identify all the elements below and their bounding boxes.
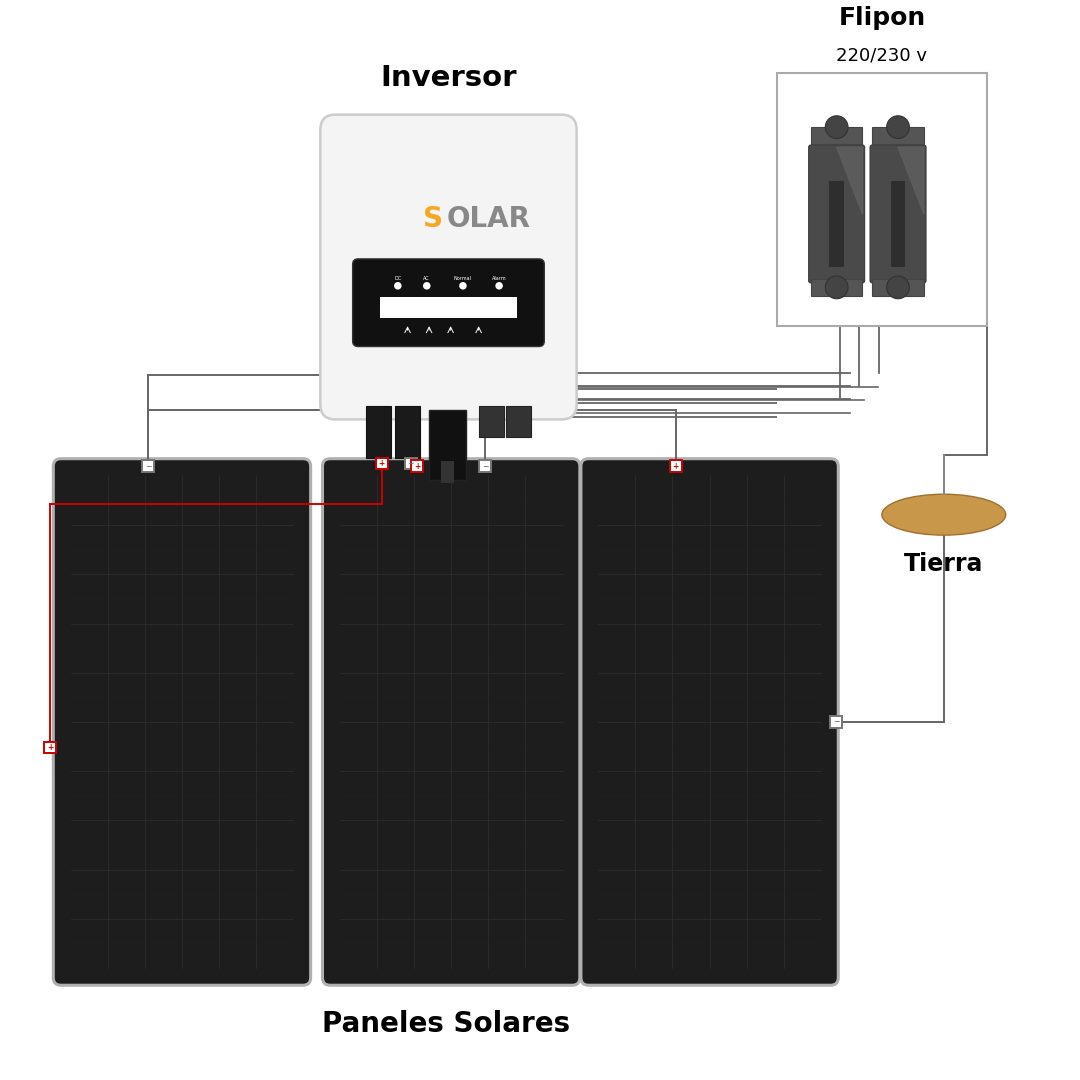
- Text: Inversor: Inversor: [380, 64, 516, 92]
- Bar: [365, 406, 391, 458]
- Circle shape: [496, 282, 503, 289]
- Text: Alarm: Alarm: [491, 275, 507, 281]
- Bar: [411, 460, 423, 472]
- FancyBboxPatch shape: [581, 459, 838, 985]
- Bar: [380, 297, 517, 319]
- Text: Flipon: Flipon: [838, 6, 926, 30]
- FancyBboxPatch shape: [353, 259, 544, 347]
- Polygon shape: [837, 147, 863, 214]
- Text: DC: DC: [394, 275, 402, 281]
- Circle shape: [887, 116, 909, 138]
- Text: +: +: [414, 462, 420, 471]
- Bar: [831, 716, 842, 728]
- Bar: [829, 180, 843, 268]
- Bar: [505, 406, 531, 436]
- Bar: [143, 460, 154, 472]
- Circle shape: [423, 282, 431, 289]
- FancyBboxPatch shape: [321, 114, 577, 419]
- Bar: [670, 460, 681, 472]
- Text: −: −: [407, 459, 414, 468]
- Bar: [873, 279, 923, 296]
- FancyBboxPatch shape: [809, 145, 865, 283]
- Bar: [441, 461, 454, 483]
- Bar: [873, 127, 923, 144]
- Bar: [480, 460, 491, 472]
- Bar: [811, 279, 863, 296]
- Circle shape: [825, 276, 848, 299]
- Text: Tierra: Tierra: [904, 552, 984, 577]
- Bar: [777, 73, 987, 326]
- Text: AC: AC: [423, 275, 430, 281]
- Bar: [478, 406, 504, 436]
- Text: +: +: [46, 743, 53, 752]
- Circle shape: [825, 116, 848, 138]
- Circle shape: [887, 276, 909, 299]
- Text: +: +: [379, 459, 384, 468]
- Bar: [811, 127, 863, 144]
- Bar: [376, 458, 388, 470]
- Text: 220/230 v: 220/230 v: [836, 46, 928, 65]
- Text: Normal: Normal: [454, 275, 472, 281]
- Bar: [429, 409, 465, 480]
- Text: OLAR: OLAR: [446, 204, 530, 232]
- Bar: [405, 458, 417, 470]
- FancyBboxPatch shape: [870, 145, 926, 283]
- Bar: [891, 180, 905, 268]
- Text: −: −: [833, 717, 839, 727]
- FancyBboxPatch shape: [53, 459, 311, 985]
- Polygon shape: [899, 147, 923, 214]
- FancyBboxPatch shape: [323, 459, 580, 985]
- Bar: [394, 406, 420, 458]
- Circle shape: [394, 282, 402, 289]
- Circle shape: [459, 282, 467, 289]
- Bar: [44, 742, 56, 754]
- Text: S: S: [423, 204, 443, 232]
- Text: +: +: [673, 462, 679, 471]
- Text: Paneles Solares: Paneles Solares: [322, 1010, 570, 1038]
- Text: −: −: [145, 462, 151, 471]
- Text: −: −: [482, 462, 488, 471]
- Ellipse shape: [882, 495, 1005, 536]
